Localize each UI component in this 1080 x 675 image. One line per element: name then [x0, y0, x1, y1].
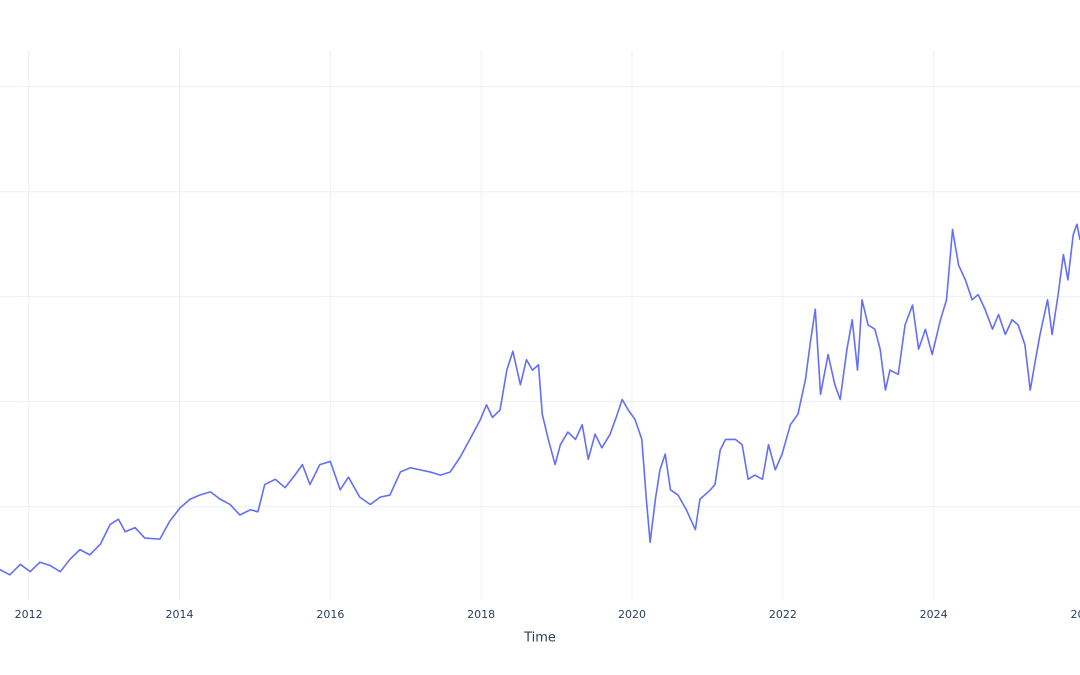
x-tick-label: 2016: [316, 608, 344, 621]
x-tick-label: 2014: [165, 608, 193, 621]
x-tick-label: 2018: [467, 608, 495, 621]
line: [0, 223, 1080, 576]
x-tick-label: 2022: [769, 608, 797, 621]
x-tick-label: 2020: [618, 608, 646, 621]
x-tick-label: 2024: [920, 608, 948, 621]
x-axis-title: Time: [523, 631, 556, 646]
x-tick-label: 2012: [15, 608, 43, 621]
x-tick-label: 2026: [1071, 608, 1080, 621]
